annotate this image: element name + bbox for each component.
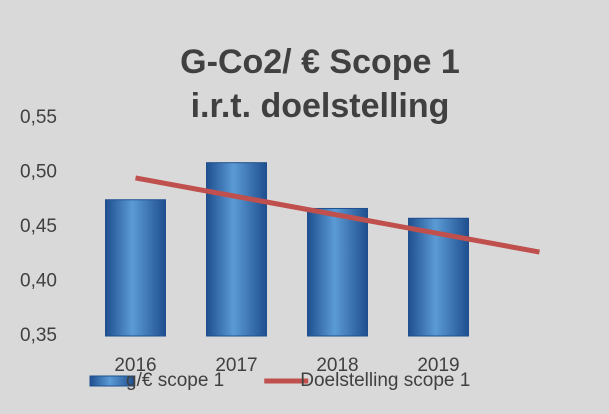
legend-swatch: [89, 375, 135, 387]
legend-label: Doelstelling scope 1: [300, 370, 470, 391]
y-tick-label: 0,55: [20, 107, 57, 128]
y-tick-label: 0,45: [20, 216, 57, 237]
x-tick-label: 2019: [417, 355, 459, 376]
y-tick-label: 0,50: [20, 162, 57, 183]
bar: [307, 207, 368, 337]
bar: [206, 162, 267, 337]
y-tick-label: 0,40: [20, 271, 57, 292]
legend-label: g/€ scope 1: [126, 370, 224, 391]
line: [135, 175, 540, 255]
x-tick-label: 2017: [215, 355, 257, 376]
chart-title: G-Co2/ € Scope 1 i.r.t. doelstelling: [180, 43, 460, 125]
x-tick-label: 2016: [114, 355, 156, 376]
y-tick-label: 0,35: [20, 325, 57, 346]
bar: [105, 199, 166, 337]
x-tick-label: 2018: [316, 355, 358, 376]
